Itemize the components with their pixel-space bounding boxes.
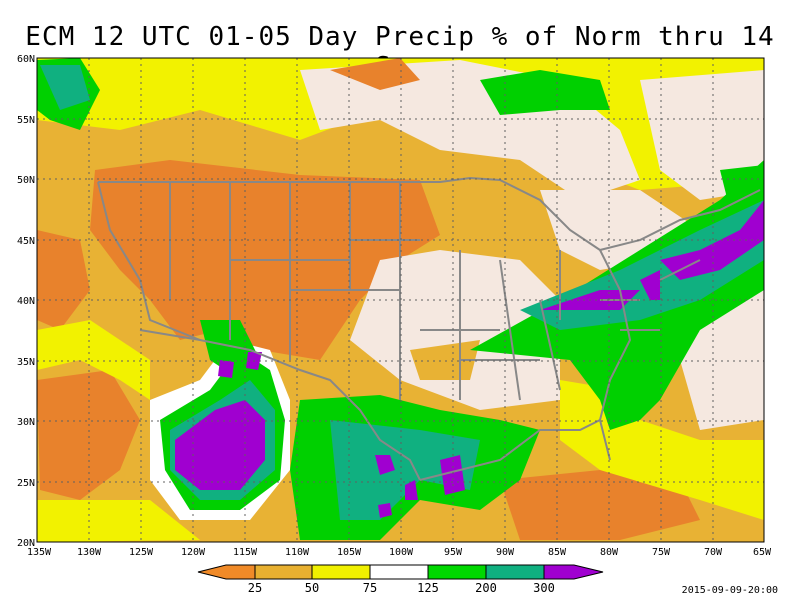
colorbar-segment: [369, 564, 429, 580]
lon-label: 80W: [600, 547, 619, 558]
colorbar-segment: [543, 564, 604, 580]
lat-label: 50N: [17, 175, 35, 186]
lon-label: 115W: [233, 547, 258, 558]
lat-label: 25N: [17, 478, 35, 489]
lon-label: 65W: [753, 547, 772, 558]
lon-label: 105W: [337, 547, 362, 558]
colorbar-label: 50: [305, 581, 319, 595]
lat-label: 55N: [17, 115, 35, 126]
lat-label: 45N: [17, 236, 35, 247]
lon-label: 135W: [27, 547, 52, 558]
colorbar-label: 125: [417, 581, 439, 595]
lon-label: 110W: [285, 547, 310, 558]
colorbar-label: 25: [248, 581, 262, 595]
lat-label: 40N: [17, 296, 35, 307]
map-frame: [36, 57, 765, 543]
latitude-axis: 60N 55N 50N 45N 40N 35N 30N 25N 20N: [17, 54, 35, 549]
lon-label: 125W: [129, 547, 154, 558]
colorbar: 25 50 75 125 200 300: [197, 564, 604, 595]
colorbar-segment: [427, 564, 487, 580]
lat-label: 20N: [17, 538, 35, 549]
graticule: [37, 58, 764, 542]
lat-label: 35N: [17, 357, 35, 368]
lat-label: 30N: [17, 417, 35, 428]
boundaries: [97, 176, 761, 481]
lon-label: 85W: [548, 547, 567, 558]
lon-label: 70W: [704, 547, 723, 558]
colorbar-label: 200: [475, 581, 497, 595]
lat-label: 60N: [17, 54, 35, 65]
lon-label: 90W: [496, 547, 515, 558]
colorbar-label: 75: [363, 581, 377, 595]
longitude-axis: 135W 130W 125W 120W 115W 110W 105W 100W …: [27, 547, 772, 558]
timestamp: 2015-09-09-20:00: [681, 585, 778, 596]
colorbar-segment: [485, 564, 545, 580]
lon-label: 75W: [652, 547, 671, 558]
lon-label: 120W: [181, 547, 206, 558]
lon-label: 95W: [444, 547, 463, 558]
lon-label: 130W: [77, 547, 102, 558]
colorbar-segment: [254, 564, 313, 580]
precip-field: [37, 58, 764, 542]
colorbar-segment: [197, 564, 256, 580]
colorbar-label: 300: [533, 581, 555, 595]
lon-label: 100W: [389, 547, 414, 558]
colorbar-segment: [311, 564, 371, 580]
